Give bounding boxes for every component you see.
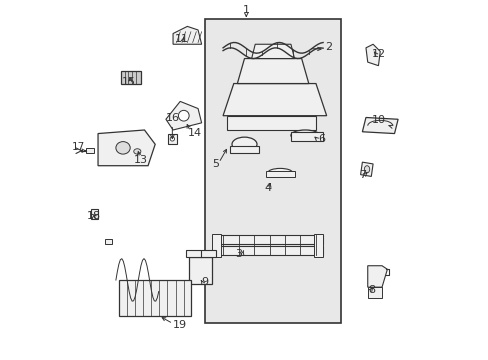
- Text: 11: 11: [175, 35, 188, 45]
- Polygon shape: [223, 84, 326, 116]
- Polygon shape: [367, 266, 386, 287]
- Ellipse shape: [170, 137, 174, 141]
- Ellipse shape: [267, 168, 292, 177]
- FancyBboxPatch shape: [205, 19, 340, 323]
- Text: 3: 3: [235, 249, 242, 259]
- Text: 14: 14: [187, 129, 201, 138]
- Text: 5: 5: [212, 159, 219, 170]
- Polygon shape: [165, 102, 201, 130]
- Bar: [189, 257, 212, 284]
- Text: 2: 2: [324, 42, 331, 51]
- Text: 17: 17: [72, 141, 85, 152]
- Text: 19: 19: [173, 320, 187, 330]
- Text: 6: 6: [317, 135, 324, 144]
- Ellipse shape: [290, 130, 319, 141]
- Ellipse shape: [178, 111, 189, 121]
- Bar: [216, 246, 323, 255]
- Text: 10: 10: [371, 115, 385, 125]
- Bar: [121, 71, 141, 84]
- Bar: [185, 250, 216, 257]
- Polygon shape: [360, 162, 372, 176]
- Text: 16: 16: [165, 113, 179, 123]
- Bar: [367, 287, 381, 298]
- Ellipse shape: [116, 141, 130, 154]
- Text: 18: 18: [86, 211, 101, 221]
- Text: 4: 4: [264, 183, 271, 193]
- Ellipse shape: [364, 166, 369, 173]
- Text: 1: 1: [242, 5, 249, 15]
- Polygon shape: [365, 44, 380, 66]
- Bar: [119, 280, 190, 316]
- Bar: [226, 116, 315, 130]
- Bar: [290, 132, 323, 141]
- Polygon shape: [237, 59, 308, 84]
- Text: 7: 7: [358, 170, 365, 180]
- Bar: [85, 148, 94, 153]
- Text: 15: 15: [121, 77, 135, 87]
- Bar: [265, 171, 294, 177]
- Polygon shape: [173, 26, 201, 44]
- Bar: [91, 208, 98, 219]
- Text: 12: 12: [371, 49, 385, 59]
- Polygon shape: [251, 44, 294, 59]
- Bar: [313, 234, 323, 257]
- Ellipse shape: [231, 137, 257, 152]
- Ellipse shape: [134, 149, 141, 154]
- Polygon shape: [98, 130, 155, 166]
- Polygon shape: [362, 117, 397, 134]
- Text: 8: 8: [367, 284, 374, 294]
- Bar: [105, 239, 112, 244]
- Bar: [167, 134, 176, 144]
- Bar: [212, 234, 221, 257]
- Text: 13: 13: [134, 155, 147, 165]
- Bar: [216, 235, 323, 244]
- Bar: [230, 146, 258, 153]
- Text: 9: 9: [201, 278, 207, 287]
